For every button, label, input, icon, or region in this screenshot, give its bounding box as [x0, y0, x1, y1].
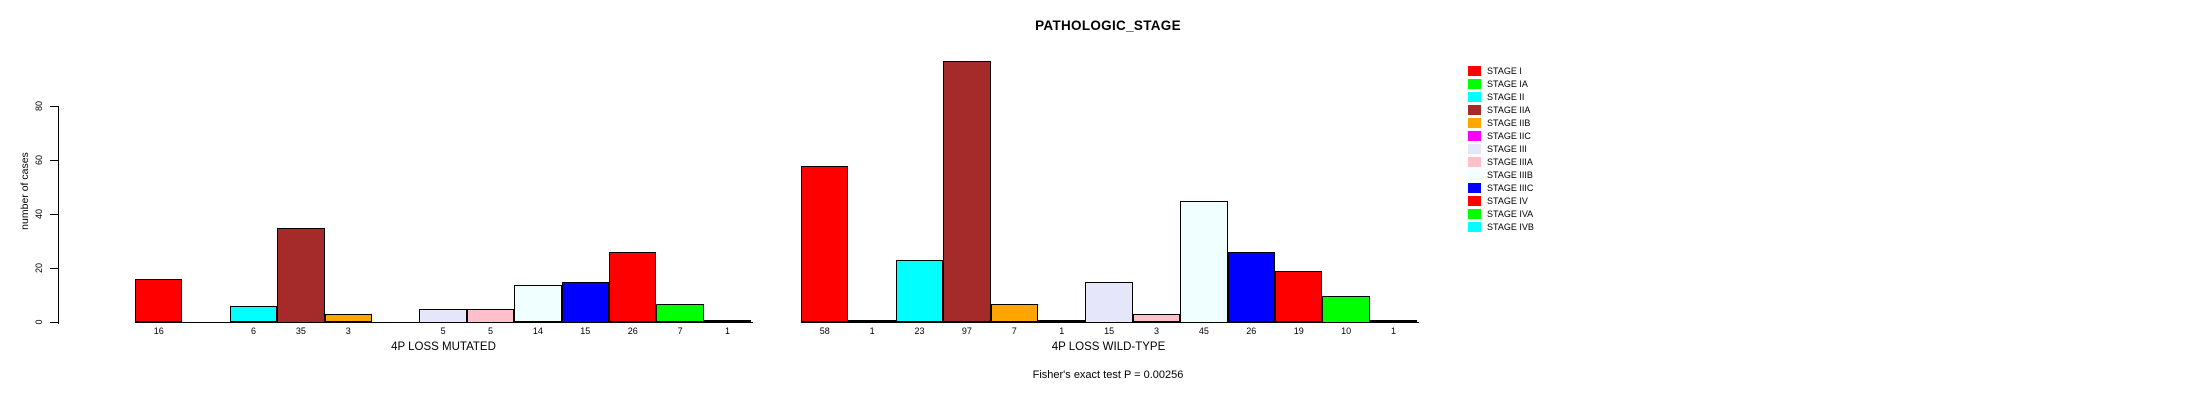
- legend-swatch-icon: [1468, 65, 1481, 76]
- bar-stage-iv-panel-0: [609, 252, 657, 323]
- bar-stage-iva-panel-1: [1322, 295, 1370, 323]
- bar-value-label: 58: [819, 326, 830, 336]
- bar-value-label: 26: [1246, 326, 1257, 336]
- legend-label: STAGE IIB: [1487, 118, 1531, 128]
- bar-value-label: 7: [1011, 326, 1017, 336]
- bar-value-label: 10: [1341, 326, 1352, 336]
- bar-stage-ia-panel-1: [848, 319, 896, 323]
- y-tick-label-80: 80: [34, 100, 44, 111]
- bar-value-label: 5: [487, 326, 493, 336]
- bar-value-label: 35: [295, 326, 306, 336]
- y-axis-label: number of cases: [19, 152, 31, 230]
- bar-value-label: 1: [869, 326, 875, 336]
- bar-stage-iic-panel-1: [1038, 319, 1086, 323]
- legend-swatch-icon: [1468, 156, 1481, 167]
- bar-stage-ivb-panel-1: [1369, 319, 1418, 323]
- legend-swatch-icon: [1468, 91, 1481, 102]
- y-tick-label-40: 40: [34, 208, 44, 219]
- legend-label: STAGE III: [1487, 144, 1527, 154]
- y-tick-80: [50, 105, 58, 108]
- bar-stage-iiic-panel-1: [1227, 252, 1275, 323]
- y-tick-label-60: 60: [34, 154, 44, 165]
- bar-stage-iiib-panel-1: [1180, 201, 1228, 323]
- bar-stage-i-panel-1: [801, 165, 849, 323]
- x-axis-title-mutated: 4P LOSS MUTATED: [391, 341, 496, 353]
- bar-stage-iiia-panel-1: [1132, 314, 1181, 323]
- bar-value-label: 23: [914, 326, 925, 336]
- bar-value-label: 16: [153, 326, 164, 336]
- bar-value-label: 14: [532, 326, 543, 336]
- legend-label: STAGE IVB: [1487, 222, 1534, 232]
- bar-stage-iib-panel-0: [324, 314, 372, 323]
- bar-value-label: 15: [1104, 326, 1115, 336]
- bar-stage-ivb-panel-0: [703, 319, 752, 323]
- bar-stage-iva-panel-0: [656, 303, 704, 323]
- bar-value-label: 1: [1390, 326, 1396, 336]
- bar-stage-iiia-panel-0: [466, 309, 515, 323]
- bar-stage-iii-panel-1: [1085, 282, 1133, 323]
- legend-swatch-icon: [1468, 104, 1481, 115]
- bar-value-label: 26: [627, 326, 638, 336]
- bar-value-label: 1: [724, 326, 730, 336]
- y-tick-0: [50, 321, 58, 324]
- bar-value-label: 1: [1059, 326, 1065, 336]
- legend-swatch-icon: [1468, 143, 1481, 154]
- bar-stage-iiic-panel-0: [561, 282, 609, 323]
- bar-stage-ii-panel-0: [229, 306, 278, 323]
- chart-title: PATHOLOGIC_STAGE: [1035, 18, 1181, 33]
- y-tick-label-20: 20: [34, 262, 44, 273]
- bar-stage-ii-panel-1: [895, 260, 944, 323]
- bar-stage-iia-panel-1: [943, 60, 991, 323]
- y-axis-line: [57, 105, 59, 324]
- bar-value-label: 97: [961, 326, 972, 336]
- legend-label: STAGE I: [1487, 66, 1522, 76]
- legend-label: STAGE IIIA: [1487, 157, 1533, 167]
- bar-value-label: 5: [440, 326, 446, 336]
- legend-label: STAGE II: [1487, 92, 1525, 102]
- y-tick-20: [50, 267, 58, 270]
- bar-value-label: 3: [345, 326, 351, 336]
- legend-swatch-icon: [1468, 182, 1481, 193]
- y-tick-label-0: 0: [34, 319, 44, 325]
- bar-value-label: 19: [1293, 326, 1304, 336]
- legend-label: STAGE IVA: [1487, 209, 1534, 219]
- y-tick-40: [50, 213, 58, 216]
- bar-value-label: 3: [1153, 326, 1159, 336]
- legend-swatch-icon: [1468, 221, 1481, 232]
- legend-swatch-icon: [1468, 78, 1481, 89]
- bar-stage-iib-panel-1: [990, 303, 1038, 323]
- y-tick-60: [50, 159, 58, 162]
- bar-stage-i-panel-0: [135, 279, 183, 323]
- legend-label: STAGE IIIB: [1487, 170, 1533, 180]
- legend-swatch-icon: [1468, 169, 1481, 180]
- bar-value-label: 45: [1198, 326, 1209, 336]
- legend-swatch-icon: [1468, 195, 1481, 206]
- legend-label: STAGE IIIC: [1487, 183, 1534, 193]
- bar-value-label: 6: [250, 326, 256, 336]
- bar-stage-iii-panel-0: [419, 309, 467, 323]
- legend-label: STAGE IIC: [1487, 131, 1531, 141]
- legend-label: STAGE IIA: [1487, 105, 1531, 115]
- x-axis-title-wildtype: 4P LOSS WILD-TYPE: [1051, 341, 1166, 353]
- bar-stage-iia-panel-0: [277, 228, 325, 323]
- legend-swatch-icon: [1468, 208, 1481, 219]
- legend-label: STAGE IA: [1487, 79, 1528, 89]
- bar-stage-iv-panel-1: [1275, 271, 1323, 323]
- bar-value-label: 7: [677, 326, 683, 336]
- fisher-test-annotation: Fisher's exact test P = 0.00256: [1032, 369, 1184, 381]
- legend-label: STAGE IV: [1487, 196, 1528, 206]
- legend-swatch-icon: [1468, 130, 1481, 141]
- bar-stage-iiib-panel-0: [514, 284, 562, 323]
- legend-swatch-icon: [1468, 117, 1481, 128]
- bar-value-label: 15: [580, 326, 591, 336]
